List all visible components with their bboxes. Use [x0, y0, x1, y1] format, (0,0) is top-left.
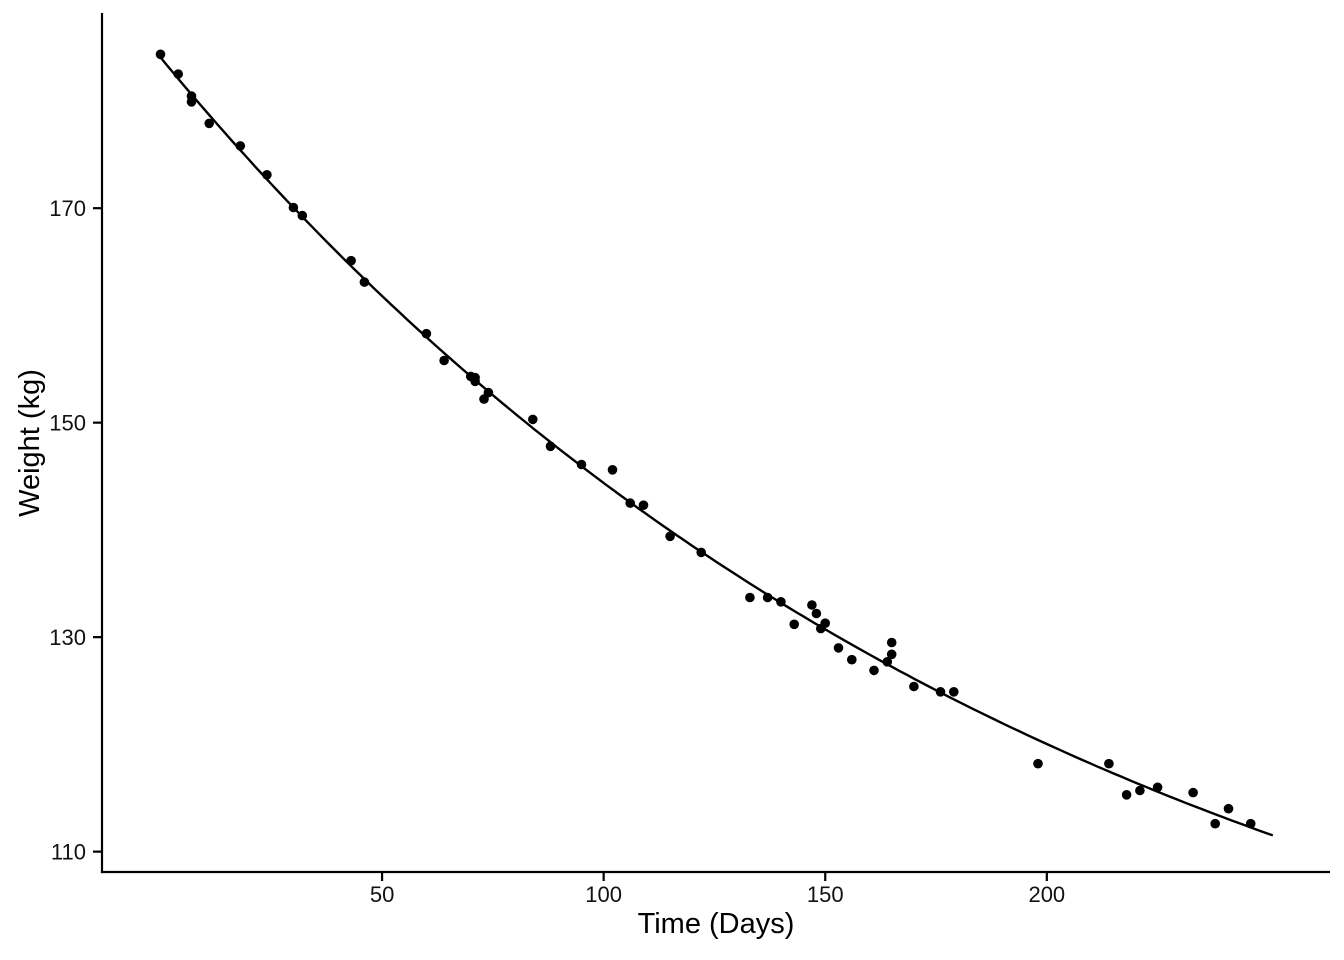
data-point	[1135, 785, 1145, 796]
data-point	[886, 649, 897, 660]
data-point	[346, 255, 356, 266]
data-point	[288, 202, 299, 213]
data-point	[935, 687, 946, 697]
data-point	[820, 618, 830, 628]
data-point	[696, 547, 706, 558]
data-point	[235, 141, 246, 151]
data-point	[528, 414, 538, 425]
y-tick-label: 170	[49, 196, 86, 221]
data-point	[297, 210, 308, 221]
data-point	[1121, 790, 1132, 800]
data-point	[483, 387, 494, 398]
x-tick-label: 50	[370, 882, 394, 907]
data-point	[470, 372, 480, 383]
data-point	[886, 637, 897, 648]
data-point	[1210, 818, 1220, 829]
data-point	[869, 665, 879, 676]
y-tick-label: 110	[51, 840, 86, 865]
x-tick-label: 100	[585, 882, 622, 907]
data-point	[776, 597, 786, 607]
data-point	[745, 592, 755, 603]
data-point	[155, 49, 166, 60]
data-point	[625, 498, 635, 508]
data-point	[638, 500, 649, 511]
y-tick-label: 130	[49, 625, 86, 650]
data-point	[1104, 758, 1114, 769]
data-point	[421, 328, 432, 339]
data-point	[1152, 782, 1163, 793]
y-tick-label: 150	[49, 411, 86, 436]
data-point	[789, 619, 799, 630]
data-point	[186, 97, 197, 107]
data-point	[811, 608, 822, 619]
x-tick-label: 200	[1028, 882, 1065, 907]
data-point	[807, 600, 817, 610]
data-point	[359, 277, 370, 287]
data-point	[1188, 787, 1198, 798]
y-axis-title: Weight (kg)	[14, 369, 46, 517]
data-point	[833, 643, 844, 653]
x-tick-label: 150	[807, 882, 844, 907]
data-point	[949, 687, 959, 697]
data-point	[576, 459, 587, 470]
data-point	[882, 657, 893, 667]
data-point	[439, 355, 449, 366]
data-point	[847, 654, 857, 665]
data-point	[545, 441, 556, 452]
data-point	[762, 592, 773, 603]
data-point	[607, 465, 618, 475]
data-point	[1223, 803, 1234, 814]
trend-line	[159, 56, 1274, 837]
data-point	[909, 681, 919, 692]
data-point	[173, 69, 183, 79]
data-point	[262, 170, 272, 180]
data-point	[204, 118, 214, 129]
data-point	[665, 531, 675, 542]
data-point	[1033, 758, 1043, 769]
data-point	[1245, 818, 1256, 829]
x-axis-title: Time (Days)	[637, 908, 795, 940]
